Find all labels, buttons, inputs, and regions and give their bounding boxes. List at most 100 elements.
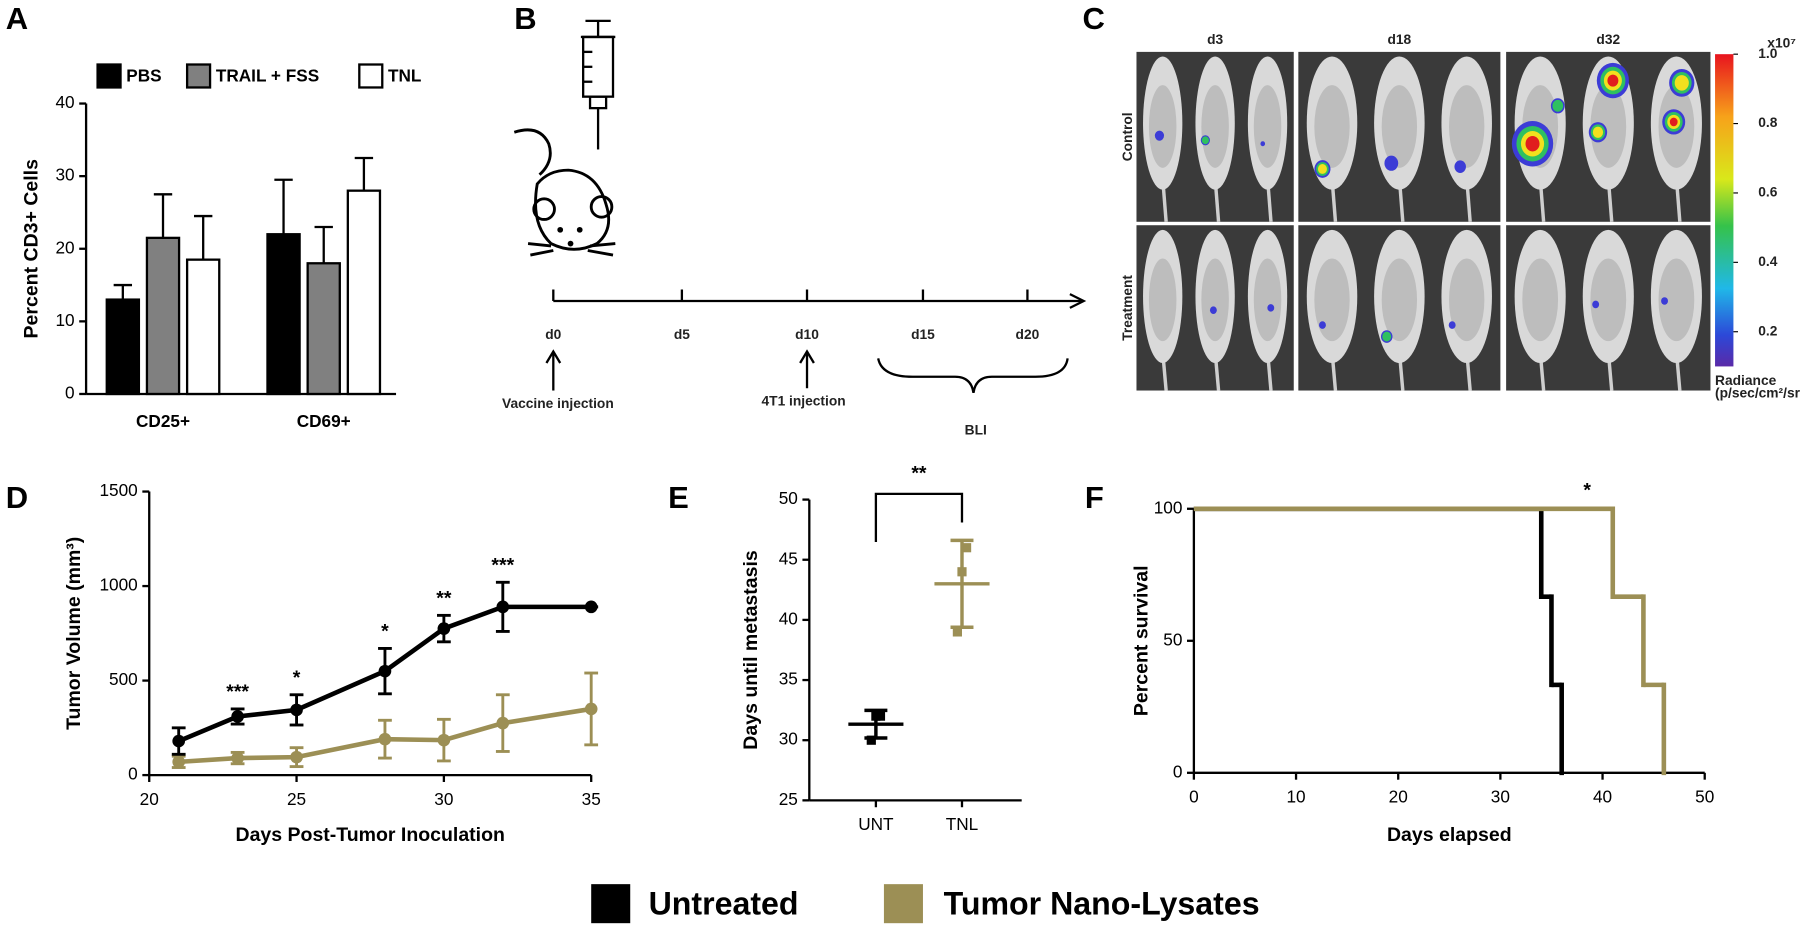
mouse-belly xyxy=(1148,258,1177,342)
colorbar-tick-label: 0.2 xyxy=(1758,323,1777,338)
mouse-belly xyxy=(1658,258,1695,342)
y-tick-label: 45 xyxy=(779,548,798,568)
bli-signal xyxy=(1669,117,1678,127)
colorbar xyxy=(1715,54,1734,367)
timeline-day: d10 xyxy=(795,327,819,342)
bli-signal xyxy=(1201,136,1209,145)
bli-signal xyxy=(1209,306,1217,314)
significance: * xyxy=(293,667,301,689)
y-axis-label: Percent survival xyxy=(1130,565,1152,716)
significance: *** xyxy=(491,554,514,576)
significance: * xyxy=(1583,480,1591,502)
y-tick-label: 0 xyxy=(1173,761,1183,781)
timeline-event: BLI xyxy=(965,422,987,437)
point xyxy=(496,716,510,730)
point xyxy=(378,664,392,678)
y-tick-label: 0 xyxy=(65,383,75,403)
point xyxy=(231,751,244,765)
bli-signal xyxy=(1454,160,1466,173)
legend-swatch xyxy=(185,63,212,89)
point xyxy=(875,711,886,721)
legend-label: Tumor Nano-Lysates xyxy=(944,885,1260,921)
mouse-belly xyxy=(1148,85,1177,168)
y-tick-label: 1500 xyxy=(99,480,137,500)
y-tick-label: 10 xyxy=(55,310,74,330)
colorbar-tick-label: 0.4 xyxy=(1758,254,1777,269)
legend-swatch xyxy=(883,884,923,924)
panel-label: F xyxy=(1085,480,1104,515)
x-axis-label: Days Post-Tumor Inoculation xyxy=(236,824,505,846)
bli-signal xyxy=(1319,321,1326,329)
y-tick-label: 20 xyxy=(55,237,74,257)
bar xyxy=(266,233,301,396)
x-tick-label: 25 xyxy=(287,789,306,809)
bli-signal xyxy=(1607,74,1619,87)
legend-label: PBS xyxy=(126,66,161,86)
x-tick-label: CD25+ xyxy=(136,411,190,431)
colorbar-scale: x10⁷ xyxy=(1767,35,1796,50)
bli-signal xyxy=(1382,331,1392,342)
bli-signal xyxy=(1525,135,1540,152)
y-tick-label: 500 xyxy=(109,669,138,689)
mouse-belly xyxy=(1522,258,1559,342)
mouse-belly xyxy=(1314,258,1350,342)
panel-label: D xyxy=(6,480,28,515)
mouse-belly xyxy=(1201,85,1229,168)
bar xyxy=(145,236,181,396)
x-tick-label: UNT xyxy=(858,814,894,834)
significance-bracket xyxy=(874,492,964,543)
mouse-belly xyxy=(1381,258,1418,342)
timeline-day: d15 xyxy=(911,327,935,342)
bli-signal xyxy=(1384,155,1399,171)
bli-signal xyxy=(1674,75,1689,91)
bli-signal xyxy=(1592,300,1600,309)
colorbar-label: (p/sec/cm²/sr) xyxy=(1715,386,1800,401)
y-axis-label: Days until metastasis xyxy=(740,550,762,750)
point xyxy=(496,600,510,614)
significance: ** xyxy=(911,462,927,484)
y-tick-label: 30 xyxy=(55,165,74,185)
mouse-belly xyxy=(1449,85,1485,168)
x-axis-label: Days elapsed xyxy=(1387,824,1512,846)
y-axis-label: Tumor Volume (mm³) xyxy=(63,537,85,730)
x-tick-label: 20 xyxy=(1389,787,1408,807)
timepoint-label: d3 xyxy=(1207,32,1223,47)
colorbar-label: Radiance xyxy=(1715,373,1777,388)
timeline-event: 4T1 injection xyxy=(762,394,846,409)
colorbar-tick-label: 1.0 xyxy=(1758,46,1777,61)
point xyxy=(584,702,598,716)
x-tick-label: TNL xyxy=(946,814,979,834)
significance: *** xyxy=(226,681,249,703)
timeline-event: Vaccine injection xyxy=(502,396,614,411)
timeline-day: d5 xyxy=(674,327,690,342)
bar xyxy=(185,258,221,396)
legend-label: TNL xyxy=(388,66,421,86)
y-tick-label: 100 xyxy=(1154,497,1183,517)
significance: ** xyxy=(436,587,452,609)
x-tick-label: 40 xyxy=(1593,787,1612,807)
significance: * xyxy=(381,621,389,643)
bli-signal xyxy=(1267,304,1275,312)
timepoint-label: d32 xyxy=(1596,32,1620,47)
legend-label: TRAIL + FSS xyxy=(216,66,319,86)
timepoint-label: d18 xyxy=(1387,32,1411,47)
y-tick-label: 30 xyxy=(779,729,798,749)
colorbar-tick-label: 0.6 xyxy=(1758,185,1777,200)
panel-label: C xyxy=(1083,1,1105,36)
legend-label: Untreated xyxy=(649,885,799,921)
x-tick-label: 50 xyxy=(1695,787,1714,807)
y-tick-label: 1000 xyxy=(99,575,137,595)
bli-images xyxy=(1136,51,1711,391)
point xyxy=(866,735,876,745)
mouse-belly xyxy=(1590,258,1627,342)
bli-signal xyxy=(1317,164,1327,174)
y-tick-label: 40 xyxy=(779,608,798,628)
legend-swatch xyxy=(591,884,631,924)
colorbar-tick-label: 0.8 xyxy=(1758,115,1777,130)
point xyxy=(952,627,962,637)
mouse-belly xyxy=(1253,258,1282,342)
legend-swatch xyxy=(96,63,122,89)
y-axis-label: Percent CD3+ Cells xyxy=(20,159,42,339)
mouse-belly xyxy=(1253,85,1282,168)
